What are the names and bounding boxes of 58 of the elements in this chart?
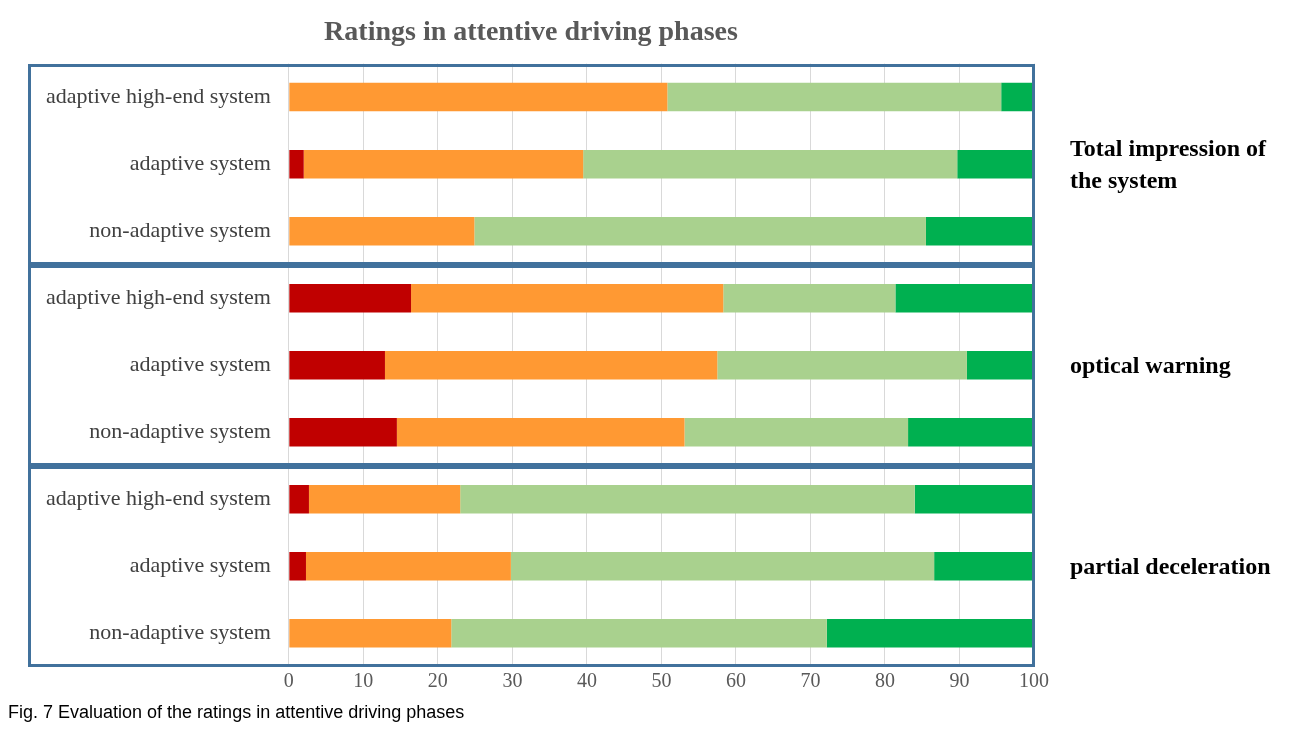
x-tick-label: 30 [502,669,523,692]
bar [474,216,926,246]
y-tick-label: adaptive high-end system [45,485,271,511]
y-tick-label: adaptive system [129,350,271,376]
text: Total impression of the system [1070,135,1268,194]
x-tick-label: 100 [1019,669,1049,692]
bar [934,552,1034,581]
bar [717,350,967,380]
bar [723,283,896,313]
x-tick-label: 60 [725,669,746,692]
caption: Fig. 7 Evaluation of the ratings in attentive driving phases [8,702,466,723]
x-tick-label: 70 [800,669,821,692]
bar [289,417,397,447]
bar [289,350,385,380]
text: partial deceleration [1070,553,1271,580]
bar [966,350,1034,380]
bar [895,283,1034,313]
bar [305,552,511,581]
bar [289,82,668,112]
x-tick-label: 20 [427,669,448,692]
bar [289,552,306,581]
bar [460,485,915,514]
x-tick-label: 80 [874,669,895,692]
bar [289,283,412,313]
bar [289,619,452,648]
x-tick-label: 50 [651,669,672,692]
bar [957,149,1034,179]
bar [684,417,909,447]
bar [384,350,718,380]
bar [510,552,935,581]
y-tick-label: adaptive high-end system [45,283,271,309]
chart-title: Ratings in attentive driving phases [324,15,739,47]
x-tick-label: 40 [576,669,597,692]
bar [925,216,1034,246]
bar [308,485,461,514]
bar [289,216,475,246]
bar [451,619,827,648]
y-tick-label: adaptive system [129,552,271,578]
bar [411,283,724,313]
bar [1001,82,1034,112]
bar [289,485,309,514]
bar [826,619,1034,648]
x-tick-label: 10 [353,669,374,692]
bar [583,149,958,179]
y-tick-label: adaptive high-end system [45,82,271,108]
x-tick-label: 90 [949,669,970,692]
y-tick-label: non-adaptive system [89,216,271,242]
bar [396,417,685,447]
y-tick-label: non-adaptive system [89,418,271,443]
bar [667,82,1002,112]
bar [303,149,584,179]
text: optical warning [1070,352,1231,379]
y-tick-label: adaptive system [129,149,271,175]
bar [289,149,304,179]
bar [908,417,1034,447]
bar [914,485,1034,514]
y-tick-label: non-adaptive system [89,619,271,645]
x-tick-label: 0 [283,669,294,692]
